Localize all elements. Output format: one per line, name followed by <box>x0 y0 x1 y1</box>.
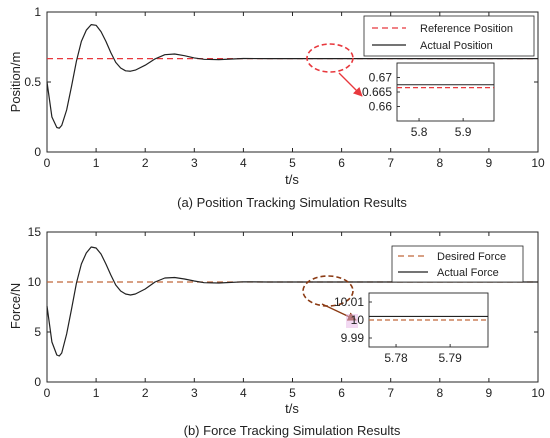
panel-b-xtick-label: 5 <box>289 386 296 400</box>
panel-a-xtick-label: 9 <box>486 156 493 170</box>
panel-a-legend: Reference Position Actual Position <box>363 15 535 57</box>
panel-b-inset: 5.78 5.79 9.99 10 10.01 <box>334 292 489 365</box>
panel-b-xtick-label: 4 <box>240 386 247 400</box>
panel-b-xlabel: t/s <box>285 401 299 416</box>
panel-b: 0 1 2 3 4 5 6 7 8 9 10 0 5 10 15 t/s Force/N (b) Force… <box>8 225 545 438</box>
panel-b-xtick-label: 6 <box>338 386 345 400</box>
panel-b-lines <box>46 246 538 357</box>
panel-b-ytick-label: 10 <box>28 275 42 289</box>
panel-a-ticks: 0 1 2 3 4 5 6 7 8 9 10 0 0.5 1 <box>24 5 545 170</box>
panel-a-inset-xtick-label: 5.9 <box>455 125 472 139</box>
panel-b-legend-act-label: Actual Force <box>437 267 499 279</box>
panel-a-inset-ytick-label: 0.665 <box>362 85 392 99</box>
panel-a-xtick-label: 7 <box>387 156 394 170</box>
panel-a-xtick-label: 0 <box>44 156 51 170</box>
panel-a-inset-box <box>396 62 495 122</box>
panel-b-inset-ytick-label: 10 <box>351 313 365 327</box>
panel-a-ytick-label: 0 <box>34 145 41 159</box>
panel-b-xtick-label: 9 <box>486 386 493 400</box>
panel-b-ticks: 0 1 2 3 4 5 6 7 8 9 10 0 5 10 15 <box>28 225 545 400</box>
panel-b-legend-des-label: Desired Force <box>437 251 506 263</box>
panel-a-zoom-ellipse <box>306 43 354 73</box>
panel-b-xtick-label: 3 <box>191 386 198 400</box>
panel-b-xtick-label: 10 <box>531 386 545 400</box>
panel-b-inset-ytick-label: 10.01 <box>334 295 364 309</box>
panel-b-xtick-label: 8 <box>436 386 443 400</box>
panel-a-legend-act-label: Actual Position <box>420 40 493 52</box>
panel-b-inset-ytick-label: 9.99 <box>341 331 365 345</box>
panel-b-title: (b) Force Tracking Simulation Results <box>184 423 401 438</box>
panel-a-inset-xtick-label: 5.8 <box>411 125 428 139</box>
panel-a-ytick-label: 1 <box>34 5 41 19</box>
panel-b-ytick-label: 0 <box>34 375 41 389</box>
panel-a-ytick-label: 0.5 <box>24 75 41 89</box>
panel-b-xtick-label: 1 <box>93 386 100 400</box>
panel-a-xtick-label: 2 <box>142 156 149 170</box>
panel-b-inset-content: 5.78 5.79 9.99 10 10.01 <box>334 295 488 365</box>
panel-a-inset-ytick-label: 0.66 <box>369 100 393 114</box>
panel-b-legend: Desired Force Actual Force <box>391 245 524 283</box>
panel-a-lines <box>46 24 538 129</box>
panel-a-legend-ref-label: Reference Position <box>420 23 513 35</box>
panel-a: 0 1 2 3 4 5 6 7 8 9 10 0 0.5 1 t/s Position/m (a) Pos… <box>8 5 545 210</box>
panel-a-xtick-label: 6 <box>338 156 345 170</box>
panel-a-xtick-label: 10 <box>531 156 545 170</box>
panel-b-ylabel: Force/N <box>8 283 23 329</box>
panel-b-xtick-label: 2 <box>142 386 149 400</box>
panel-b-inset-xtick-label: 5.78 <box>384 351 408 365</box>
panel-b-xtick-label: 0 <box>44 386 51 400</box>
panel-a-xtick-label: 1 <box>93 156 100 170</box>
panel-a-ylabel: Position/m <box>8 52 23 113</box>
panel-a-legend-box <box>363 15 535 57</box>
panel-b-zoom-ellipse <box>302 275 354 307</box>
panel-a-xtick-label: 3 <box>191 156 198 170</box>
panel-a-title: (a) Position Tracking Simulation Results <box>177 195 407 210</box>
panel-a-inset-ytick-label: 0.67 <box>369 71 393 85</box>
panel-a-xtick-label: 4 <box>240 156 247 170</box>
panel-a-xtick-label: 5 <box>289 156 296 170</box>
panel-b-ytick-label: 5 <box>34 325 41 339</box>
panel-b-series-actual <box>46 246 538 357</box>
panel-a-zoom-arrow <box>338 72 363 97</box>
panel-b-legend-box <box>391 245 524 283</box>
panel-b-inset-xtick-label: 5.79 <box>438 351 462 365</box>
panel-a-xlabel: t/s <box>285 172 299 187</box>
panel-b-ytick-label: 15 <box>28 225 42 239</box>
panel-a-series-actual <box>46 24 538 129</box>
panel-a-xtick-label: 8 <box>436 156 443 170</box>
panel-b-zoom-highlight <box>346 314 358 328</box>
panel-b-xtick-label: 7 <box>387 386 394 400</box>
